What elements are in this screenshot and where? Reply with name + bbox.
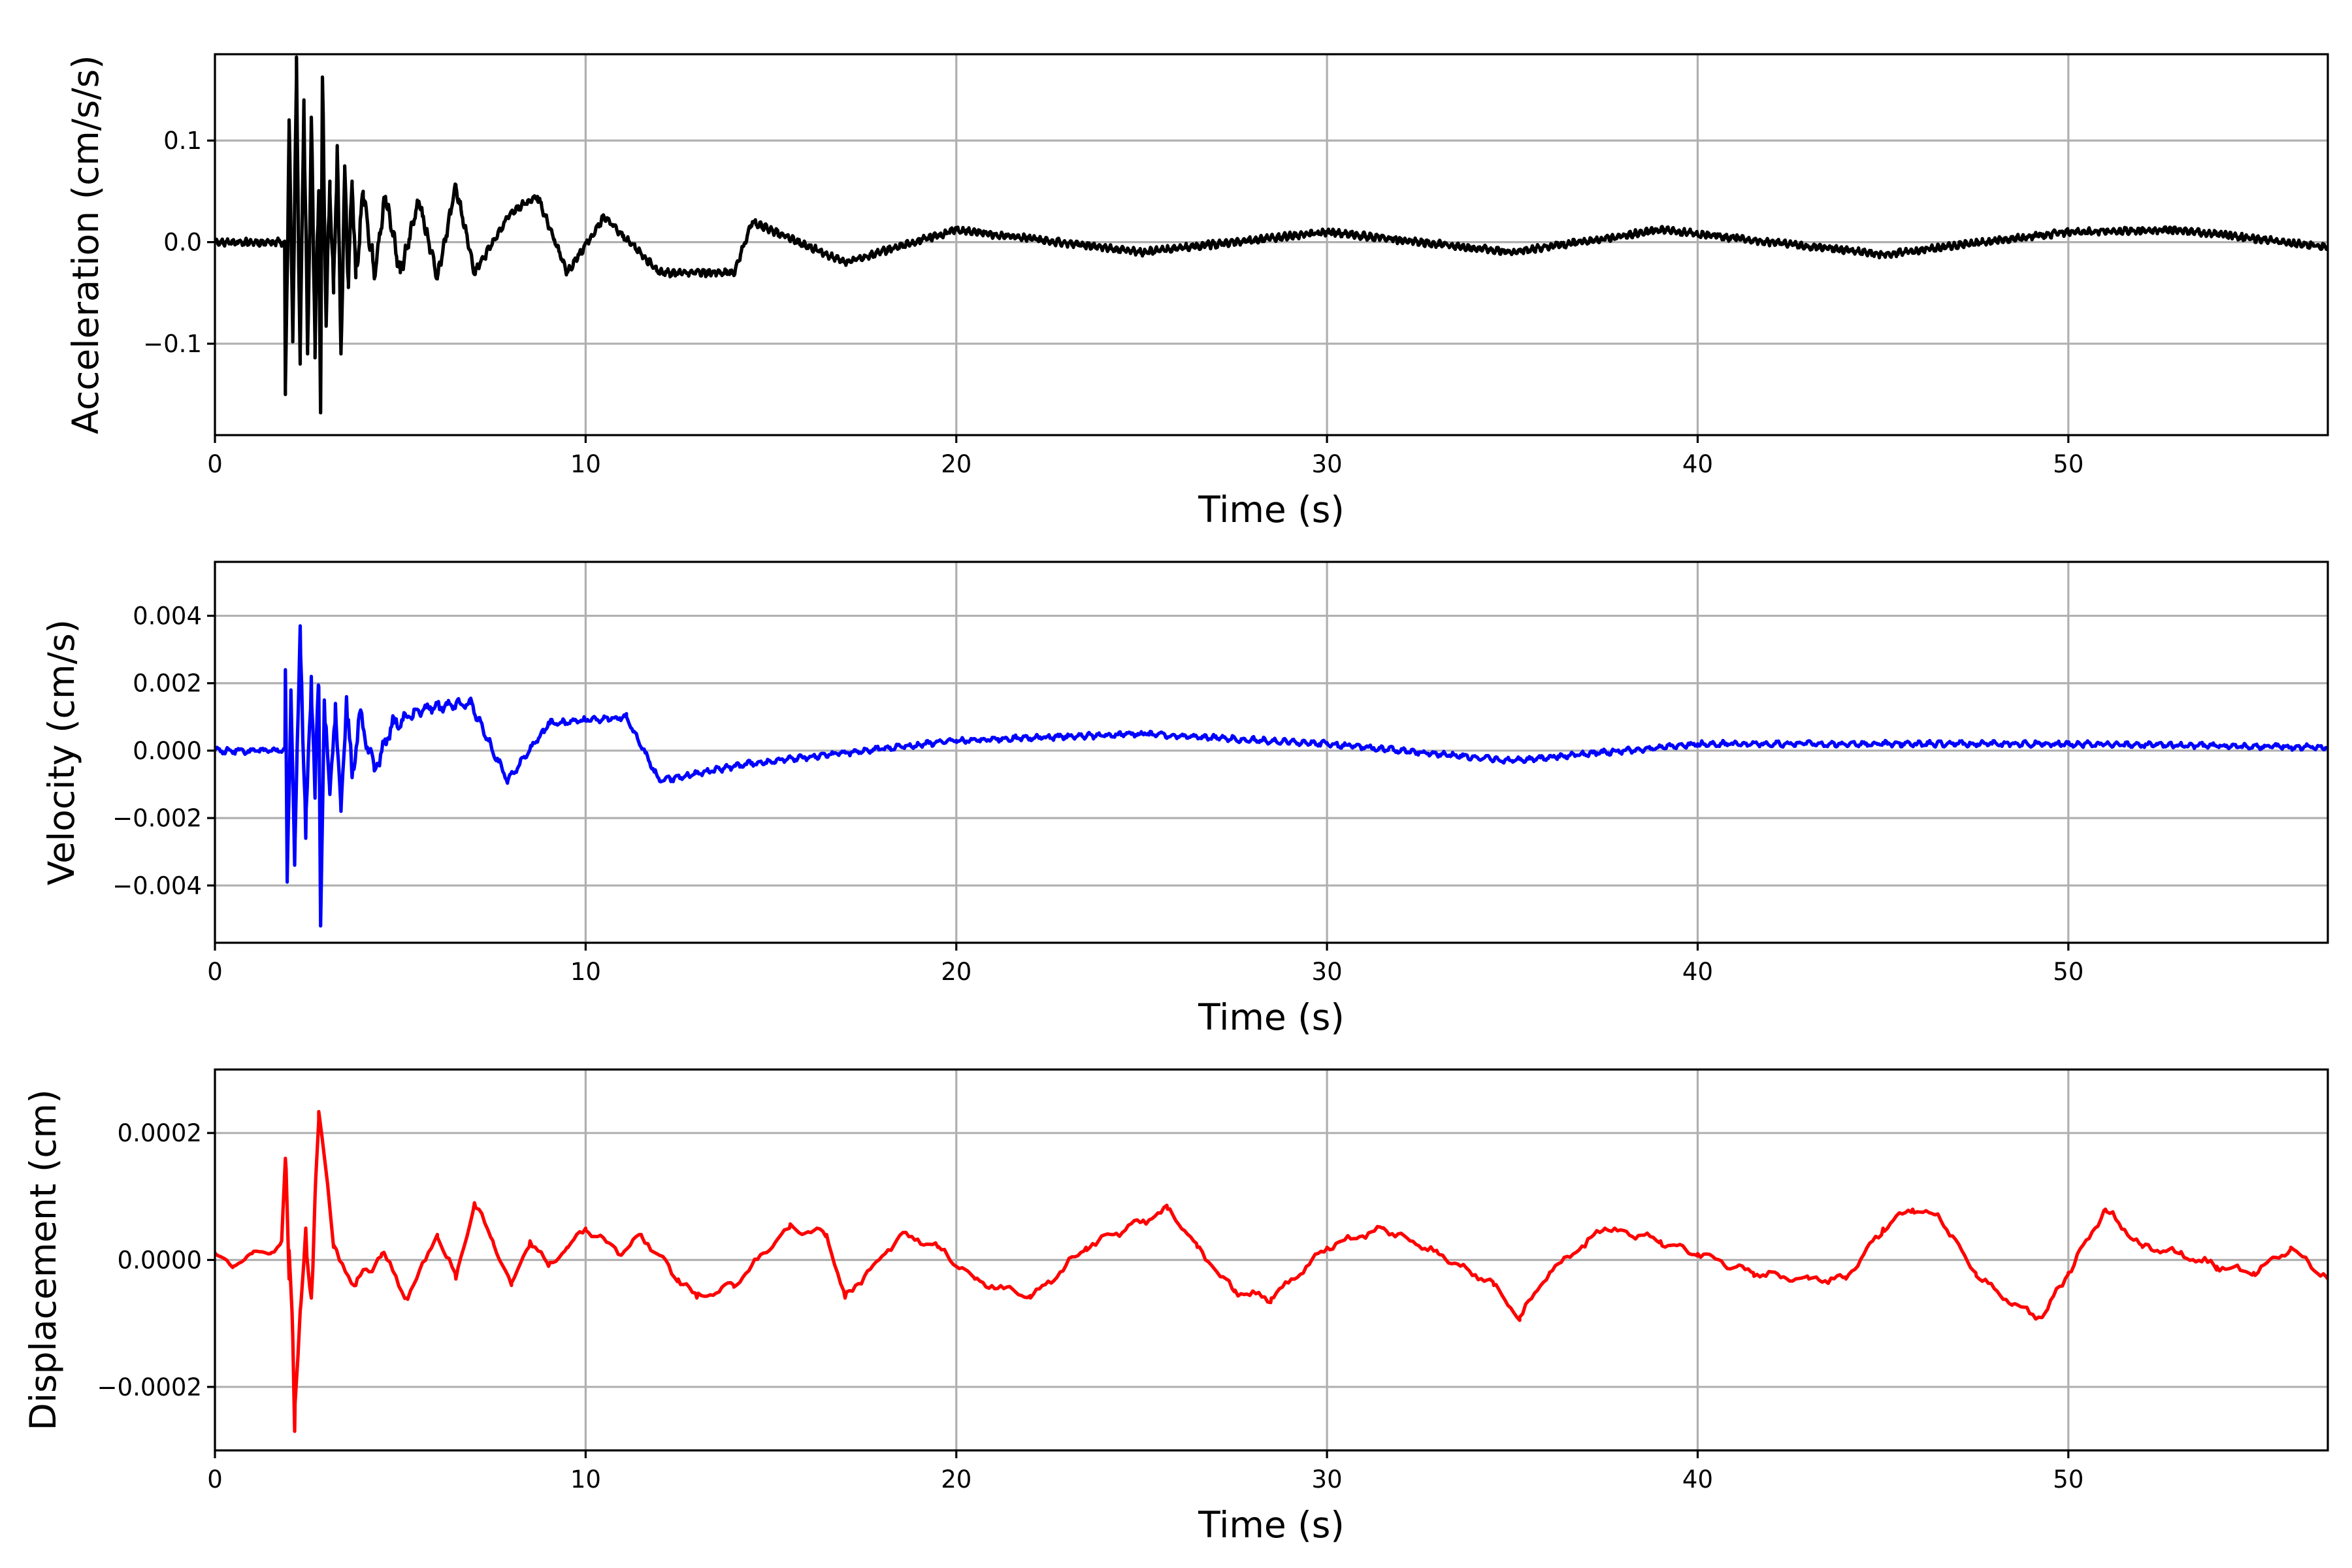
displacement-x-tick-label: 30 (1312, 1465, 1343, 1494)
velocity-x-tick-label: 40 (1682, 958, 1713, 986)
displacement-series-line (215, 1109, 2328, 1433)
acceleration-y-tick-label: 0.1 (163, 127, 202, 155)
acceleration-series-line (215, 55, 2328, 415)
acceleration-x-tick-label: 40 (1682, 450, 1713, 478)
displacement-x-tick-label: 10 (570, 1465, 601, 1494)
acceleration-y-ticks: −0.1 0.0 0.1 (143, 127, 215, 358)
displacement-y-tick-label: 0.0000 (118, 1247, 202, 1275)
velocity-y-ticks: −0.004 −0.002 0.000 0.002 0.004 (112, 602, 215, 900)
velocity-x-tick-label: 20 (941, 958, 972, 986)
displacement-grid (214, 1070, 2328, 1450)
velocity-x-tick-label: 30 (1312, 958, 1343, 986)
displacement-y-ticks: −0.0002 0.0000 0.0002 (97, 1119, 215, 1401)
acceleration-y-tick-label: 0.0 (163, 229, 202, 257)
displacement-y-tick-label: 0.0002 (118, 1119, 202, 1147)
velocity-x-tick-label: 10 (570, 958, 601, 986)
velocity-y-tick-label: −0.004 (112, 872, 202, 900)
velocity-series-line (215, 624, 2328, 928)
displacement-data (215, 1109, 2328, 1433)
acceleration-x-tick-label: 50 (2053, 450, 2083, 478)
displacement-x-tick-label: 0 (207, 1465, 223, 1494)
velocity-plot-frame (214, 561, 2329, 944)
velocity-y-tick-label: 0.004 (133, 602, 202, 630)
velocity-x-axis-label: Time (s) (1198, 996, 1345, 1038)
displacement-x-tick-label: 50 (2053, 1465, 2083, 1494)
velocity-y-tick-label: 0.000 (133, 737, 202, 765)
displacement-x-ticks: 0 10 20 30 40 50 (207, 1450, 2083, 1494)
acceleration-x-axis-label: Time (s) (1198, 489, 1345, 531)
velocity-x-tick-label: 0 (207, 958, 223, 986)
velocity-y-axis-label: Velocity (cm/s) (41, 619, 82, 885)
acceleration-panel: 0 10 20 30 40 50 −0.1 0.0 0.1 Time (s) A… (65, 53, 2329, 531)
displacement-x-axis-label: Time (s) (1198, 1504, 1345, 1546)
acceleration-x-tick-label: 30 (1312, 450, 1343, 478)
displacement-x-tick-label: 20 (941, 1465, 972, 1494)
acceleration-x-tick-label: 0 (207, 450, 223, 478)
displacement-x-tick-label: 40 (1682, 1465, 1713, 1494)
displacement-panel: 0 10 20 30 40 50 −0.0002 0.0000 0.0002 T… (22, 1068, 2329, 1546)
acceleration-x-ticks: 0 10 20 30 40 50 (207, 435, 2083, 478)
velocity-panel: 0 10 20 30 40 50 −0.004 −0.002 0.000 0.0… (41, 561, 2329, 1038)
acceleration-x-tick-label: 20 (941, 450, 972, 478)
velocity-x-tick-label: 50 (2053, 958, 2083, 986)
velocity-y-tick-label: 0.002 (133, 670, 202, 698)
velocity-x-ticks: 0 10 20 30 40 50 (207, 943, 2083, 986)
velocity-data (215, 624, 2328, 928)
acceleration-y-tick-label: −0.1 (143, 330, 202, 358)
displacement-y-tick-label: −0.0002 (97, 1373, 202, 1401)
displacement-y-axis-label: Displacement (cm) (22, 1089, 64, 1430)
acceleration-x-tick-label: 10 (570, 450, 601, 478)
acceleration-y-axis-label: Acceleration (cm/s/s) (65, 55, 106, 434)
acceleration-plot-frame (214, 53, 2329, 436)
acceleration-data (215, 55, 2328, 415)
acceleration-grid (214, 54, 2328, 435)
velocity-grid (214, 562, 2328, 943)
velocity-y-tick-label: −0.002 (112, 804, 202, 832)
